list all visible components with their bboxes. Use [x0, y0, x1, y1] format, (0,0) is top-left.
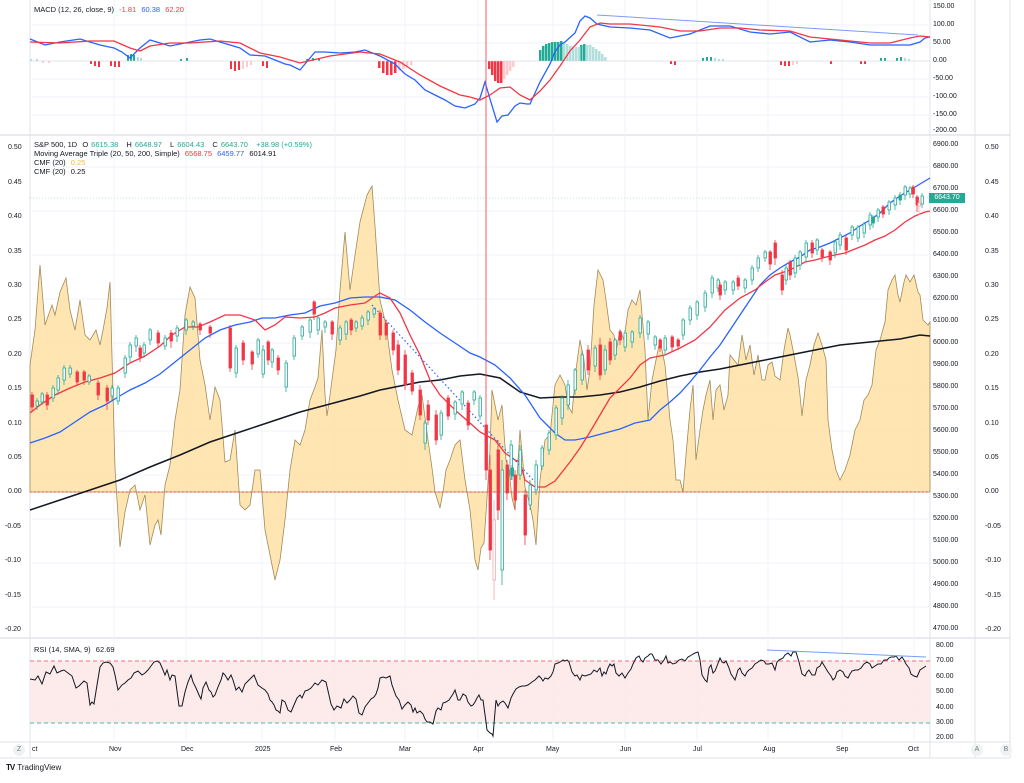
ma50-value: 6459.77: [217, 149, 245, 158]
cmf-left-axis[interactable]: 0.50 0.45 0.40 0.35 0.30 0.25 0.20 0.15 …: [5, 144, 22, 633]
cmf2-value: 0.25: [70, 167, 86, 176]
zoom-reset-button[interactable]: Z: [13, 744, 25, 756]
tradingview-logo[interactable]: TV TradingView: [6, 763, 61, 772]
rsi-divergence-trendline[interactable]: [766, 649, 927, 658]
scale-b-button[interactable]: B: [1000, 744, 1012, 756]
auto-scale-button[interactable]: A: [971, 744, 983, 756]
main-legend: S&P 500, 1D O 6615.38 H 6648.97 L 6604.43 C…: [34, 140, 315, 176]
macd-price-axis[interactable]: 150.00 100.00 50.00 0.00 -50.00 -100.00 …: [933, 3, 957, 134]
macd-signal-line: [29, 22, 931, 101]
rsi-axis[interactable]: 80.00 70.00 60.00 50.00 40.00 30.00 20.0…: [936, 642, 954, 741]
rsi-value: 62.69: [95, 645, 115, 654]
symbol-label[interactable]: S&P 500, 1D: [34, 140, 78, 149]
cmf1-value: 0.25: [70, 158, 86, 167]
tradingview-name: TradingView: [17, 763, 62, 772]
ma200-line: [29, 334, 931, 511]
macd-legend-label: MACD (12, 26, close, 9): [34, 5, 115, 14]
ma20-value: 6568.75: [184, 149, 212, 158]
cmf-right-axis[interactable]: 0.50 0.45 0.40 0.35 0.30 0.25 0.20 0.15 …: [985, 144, 1001, 633]
macd-divergence-trendline[interactable]: [596, 14, 919, 36]
macd-legend: MACD (12, 26, close, 9) -1.81 60.38 62.2…: [34, 5, 187, 14]
macd-hist-value: -1.81: [119, 5, 137, 14]
ma-row: Moving Average Triple (20, 50, 200, Simp…: [34, 149, 315, 158]
macd-line: [29, 15, 931, 124]
ma200-value: 6014.91: [249, 149, 277, 158]
ohlc-row: S&P 500, 1D O 6615.38 H 6648.97 L 6604.43 C…: [34, 140, 312, 149]
tradingview-logo-icon: TV: [6, 763, 15, 772]
cmf1-label[interactable]: CMF (20): [34, 158, 66, 167]
cmf2-label[interactable]: CMF (20): [34, 167, 66, 176]
close-value: 6643.70: [220, 140, 248, 149]
rsi-label[interactable]: RSI (14, SMA, 9): [34, 645, 91, 654]
last-price-badge: 6643.70: [929, 193, 965, 203]
macd-value: 60.38: [141, 5, 161, 14]
rsi-line: [29, 651, 927, 738]
price-axis[interactable]: 6900.00 6800.00 6700.00 6600.00 6500.00 …: [933, 141, 959, 632]
change-value: +38.98 (+0.59%): [256, 140, 312, 149]
candlesticks: [30, 0, 924, 600]
rsi-legend: RSI (14, SMA, 9) 62.69: [34, 645, 118, 654]
rsi-band: [30, 661, 930, 723]
high-value: 6648.97: [134, 140, 162, 149]
low-value: 6604.43: [177, 140, 205, 149]
cmf1-row: CMF (20) 0.25: [34, 158, 315, 167]
macd-signal-value: 62.20: [165, 5, 184, 14]
cmf-area: [29, 184, 931, 581]
open-value: 6615.38: [91, 140, 119, 149]
cmf2-row: CMF (20) 0.25: [34, 167, 315, 176]
ma-label[interactable]: Moving Average Triple (20, 50, 200, Simp…: [34, 149, 180, 158]
downtrend-dotted-line[interactable]: [371, 304, 536, 483]
time-axis[interactable]: ct Nov Dec 2025 Feb Mar Apr May Jun Jul …: [32, 746, 919, 753]
